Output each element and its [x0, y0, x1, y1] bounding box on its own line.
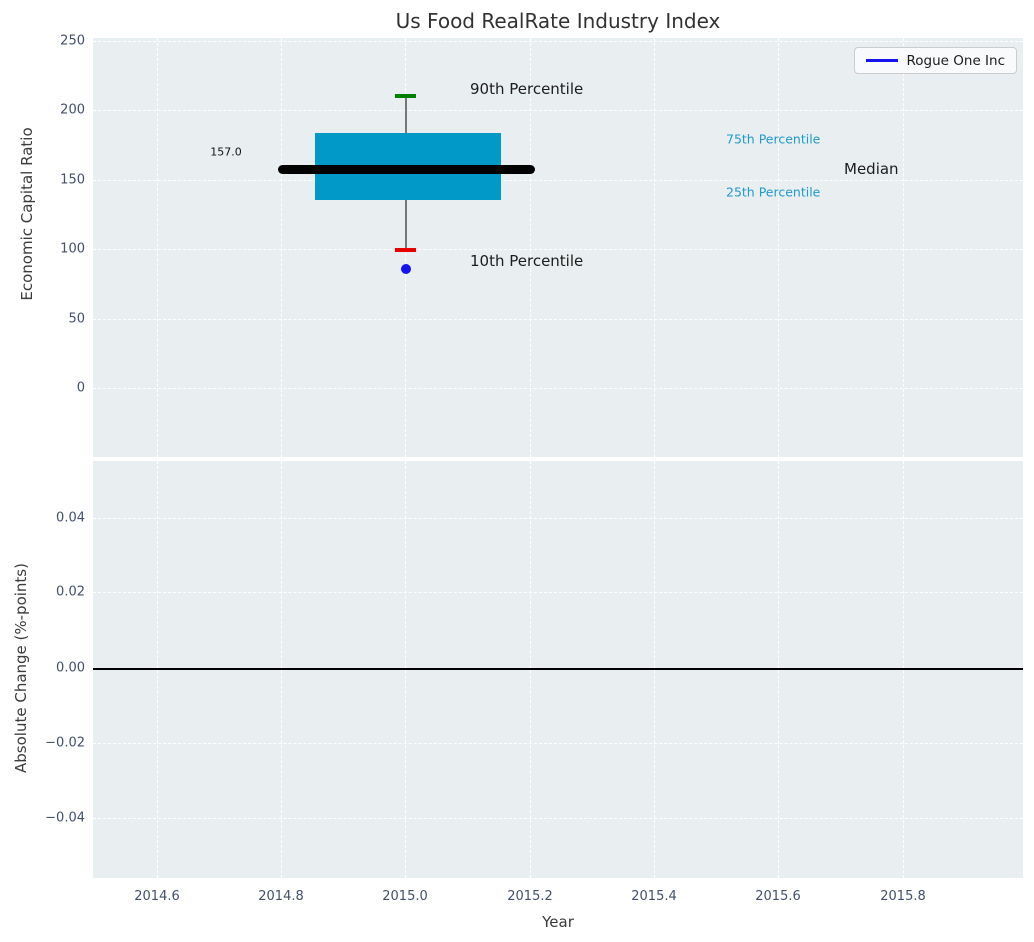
bottom-plot-area	[93, 461, 1023, 878]
gridline	[530, 38, 531, 457]
legend-line-sample	[865, 59, 898, 62]
p75-annotation: 75th Percentile	[726, 131, 821, 147]
p10-annotation: 10th Percentile	[470, 252, 584, 270]
gridline	[281, 38, 282, 457]
xtick-label: 2014.8	[258, 889, 304, 904]
gridline	[93, 249, 1023, 250]
median-annotation: Median	[844, 160, 899, 178]
ytick-label: 0	[76, 380, 85, 396]
gridline	[93, 41, 1023, 42]
chart-title: Us Food RealRate Industry Index	[395, 9, 721, 33]
gridline	[93, 319, 1023, 320]
legend-label: Rogue One Inc	[906, 52, 1006, 69]
gridline	[93, 180, 1023, 181]
gridline	[93, 110, 1023, 111]
xtick-label: 2014.6	[134, 889, 180, 904]
gridline	[93, 818, 1023, 819]
median-line	[278, 165, 535, 174]
bottom-y-axis-label: Absolute Change (%-points)	[12, 563, 30, 773]
top-y-axis-label: Economic Capital Ratio	[18, 127, 36, 301]
xtick-label: 2015.2	[507, 889, 553, 904]
xtick-label: 2015.8	[880, 889, 926, 904]
gridline	[903, 38, 904, 457]
x-axis-label: Year	[542, 913, 574, 931]
gridline	[157, 38, 158, 457]
p25-annotation: 25th Percentile	[726, 184, 821, 200]
p90-annotation: 90th Percentile	[470, 80, 584, 98]
legend: Rogue One Inc	[853, 47, 1017, 74]
ytick-label: 200	[60, 102, 85, 118]
gridline	[654, 38, 655, 457]
zero-change-line	[93, 668, 1023, 670]
gridline	[93, 518, 1023, 519]
gridline	[93, 592, 1023, 593]
gridline	[778, 38, 779, 457]
ytick-label: 150	[60, 172, 85, 188]
median-value-label: 157.0	[210, 145, 242, 159]
ytick-label: 250	[60, 33, 85, 49]
p90-cap	[395, 94, 416, 98]
xtick-label: 2015.6	[755, 889, 801, 904]
xtick-label: 2015.0	[382, 889, 428, 904]
ytick-label: 100	[60, 241, 85, 257]
p10-cap	[395, 248, 416, 252]
ytick-label: 0.00	[56, 660, 85, 676]
company-data-point	[401, 264, 411, 274]
gridline	[93, 388, 1023, 389]
ytick-label: 0.02	[56, 584, 85, 600]
ytick-label: 50	[68, 311, 85, 327]
xtick-label: 2015.4	[631, 889, 677, 904]
top-plot-area: 157.0 90th Percentile 10th Percentile 75…	[93, 38, 1023, 457]
ytick-label: −0.02	[45, 735, 85, 751]
ytick-label: −0.04	[45, 810, 85, 826]
gridline	[93, 743, 1023, 744]
ytick-label: 0.04	[56, 510, 85, 526]
